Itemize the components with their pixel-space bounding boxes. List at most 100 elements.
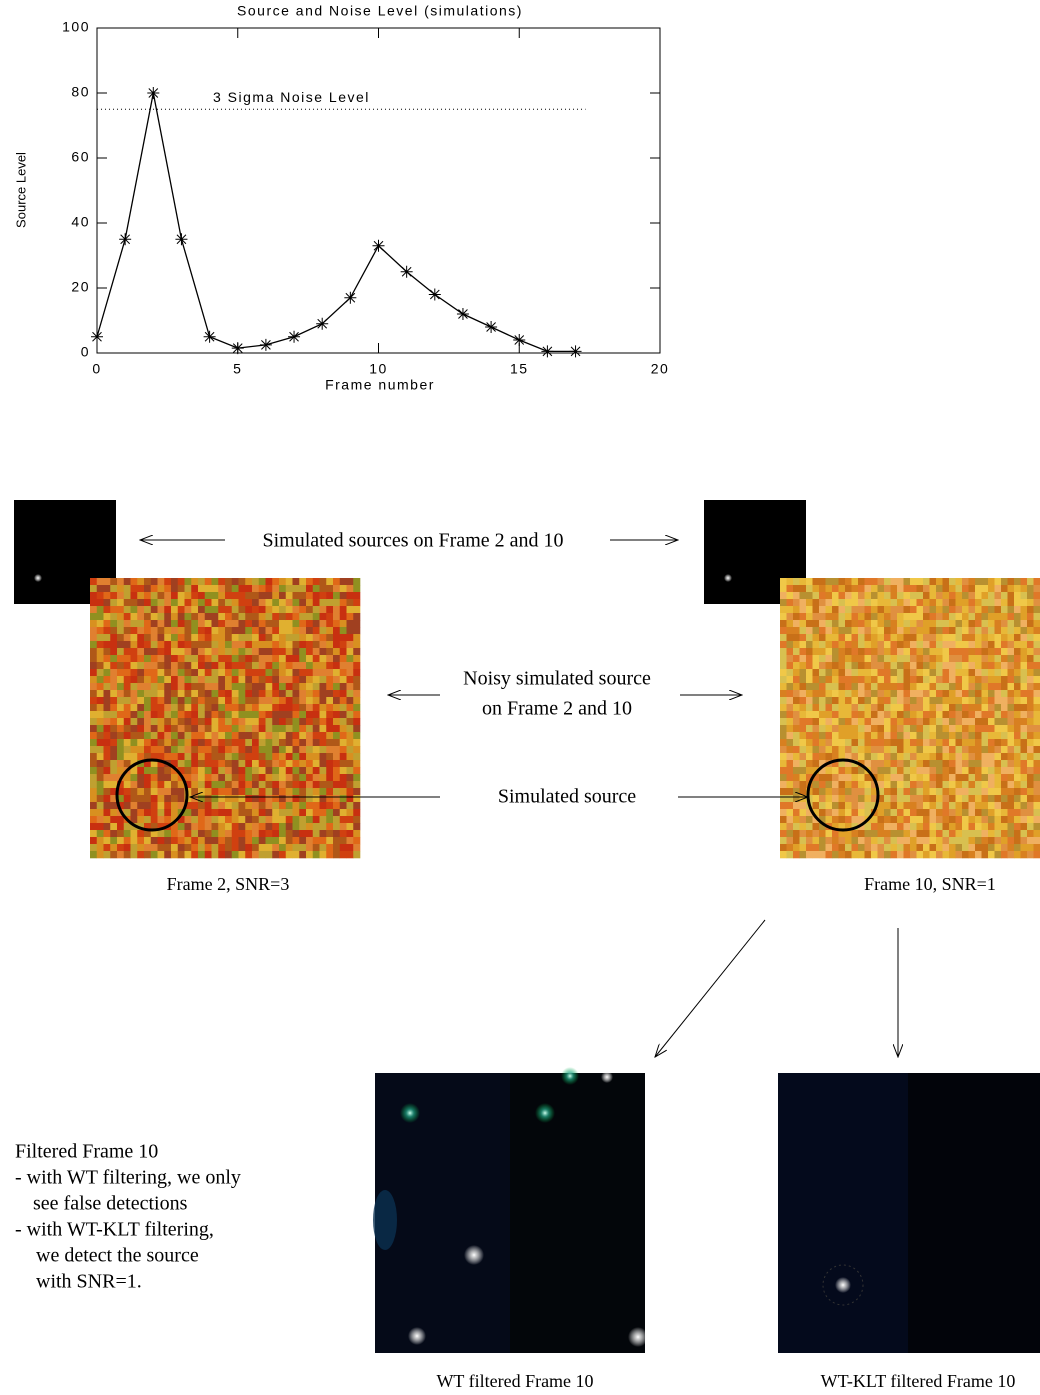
- noise-pixel: [97, 837, 104, 844]
- noise-pixel: [97, 725, 104, 732]
- noise-pixel: [858, 774, 865, 781]
- noise-pixel: [923, 725, 930, 732]
- noise-pixel: [956, 774, 963, 781]
- noise-pixel: [910, 599, 917, 606]
- noise-pixel: [299, 634, 306, 641]
- noise-pixel: [904, 837, 911, 844]
- noise-pixel: [891, 753, 898, 760]
- noise-pixel: [839, 620, 846, 627]
- noise-pixel: [124, 620, 131, 627]
- noise-pixel: [178, 585, 185, 592]
- noise-pixel: [306, 704, 313, 711]
- noise-pixel: [865, 732, 872, 739]
- noise-pixel: [90, 795, 97, 802]
- noise-pixel: [212, 781, 219, 788]
- noise-pixel: [1001, 830, 1008, 837]
- noise-pixel: [239, 760, 246, 767]
- noise-pixel: [819, 641, 826, 648]
- noise-pixel: [910, 620, 917, 627]
- noise-pixel: [104, 816, 111, 823]
- noise-pixel: [272, 844, 279, 851]
- noise-pixel: [891, 592, 898, 599]
- noise-pixel: [326, 732, 333, 739]
- noise-pixel: [252, 669, 259, 676]
- noise-pixel: [975, 781, 982, 788]
- noise-pixel: [1001, 732, 1008, 739]
- noise-pixel: [178, 669, 185, 676]
- noise-pixel: [1014, 781, 1021, 788]
- noise-pixel: [266, 816, 273, 823]
- noise-pixel: [969, 746, 976, 753]
- noise-pixel: [1021, 641, 1028, 648]
- noise-pixel: [185, 690, 192, 697]
- noise-pixel: [884, 641, 891, 648]
- noise-pixel: [320, 704, 327, 711]
- noise-pixel: [97, 578, 104, 585]
- noise-pixel: [826, 641, 833, 648]
- noise-pixel: [97, 627, 104, 634]
- noise-pixel: [299, 606, 306, 613]
- noise-pixel: [279, 851, 286, 858]
- noise-pixel: [878, 655, 885, 662]
- noise-pixel: [218, 662, 225, 669]
- noise-pixel: [299, 592, 306, 599]
- noise-pixel: [90, 760, 97, 767]
- noise-pixel: [272, 627, 279, 634]
- noise-pixel: [1008, 788, 1015, 795]
- noise-pixel: [164, 851, 171, 858]
- noise-pixel: [347, 739, 354, 746]
- noise-pixel: [845, 739, 852, 746]
- noise-pixel: [245, 613, 252, 620]
- noise-pixel: [969, 760, 976, 767]
- noise-pixel: [904, 830, 911, 837]
- noise-pixel: [347, 753, 354, 760]
- noise-pixel: [272, 830, 279, 837]
- noise-pixel: [930, 795, 937, 802]
- noise-pixel: [891, 634, 898, 641]
- noise-pixel: [845, 844, 852, 851]
- noise-pixel: [353, 837, 360, 844]
- noise-pixel: [131, 648, 138, 655]
- noise-pixel: [904, 697, 911, 704]
- noise-pixel: [839, 648, 846, 655]
- noise-pixel: [962, 627, 969, 634]
- noise-pixel: [826, 578, 833, 585]
- noise-pixel: [878, 823, 885, 830]
- noise-pixel: [923, 788, 930, 795]
- noise-pixel: [97, 739, 104, 746]
- noise-pixel: [104, 599, 111, 606]
- noise-pixel: [995, 620, 1002, 627]
- noise-pixel: [1021, 844, 1028, 851]
- noise-pixel: [306, 606, 313, 613]
- noise-pixel: [943, 634, 950, 641]
- noise-pixel: [1001, 753, 1008, 760]
- noise-pixel: [780, 732, 787, 739]
- noise-pixel: [819, 795, 826, 802]
- noise-pixel: [982, 627, 989, 634]
- noise-pixel: [110, 655, 117, 662]
- noise-pixel: [185, 641, 192, 648]
- noise-pixel: [839, 746, 846, 753]
- noise-pixel: [819, 662, 826, 669]
- noise-pixel: [353, 753, 360, 760]
- noise-pixel: [1027, 767, 1034, 774]
- noise-pixel: [239, 725, 246, 732]
- noise-pixel: [171, 627, 178, 634]
- noise-pixel: [137, 739, 144, 746]
- noise-pixel: [131, 830, 138, 837]
- noise-pixel: [962, 725, 969, 732]
- noise-pixel: [1027, 851, 1034, 858]
- noise-pixel: [353, 802, 360, 809]
- noise-pixel: [90, 830, 97, 837]
- noise-pixel: [845, 683, 852, 690]
- noise-pixel: [90, 620, 97, 627]
- noise-pixel: [988, 802, 995, 809]
- noise-pixel: [995, 627, 1002, 634]
- noise-pixel: [299, 725, 306, 732]
- noise-pixel: [205, 711, 212, 718]
- noise-pixel: [852, 816, 859, 823]
- noisy-image: [90, 578, 360, 858]
- noise-pixel: [793, 739, 800, 746]
- note-line: with SNR=1.: [36, 1271, 142, 1293]
- noise-pixel: [279, 837, 286, 844]
